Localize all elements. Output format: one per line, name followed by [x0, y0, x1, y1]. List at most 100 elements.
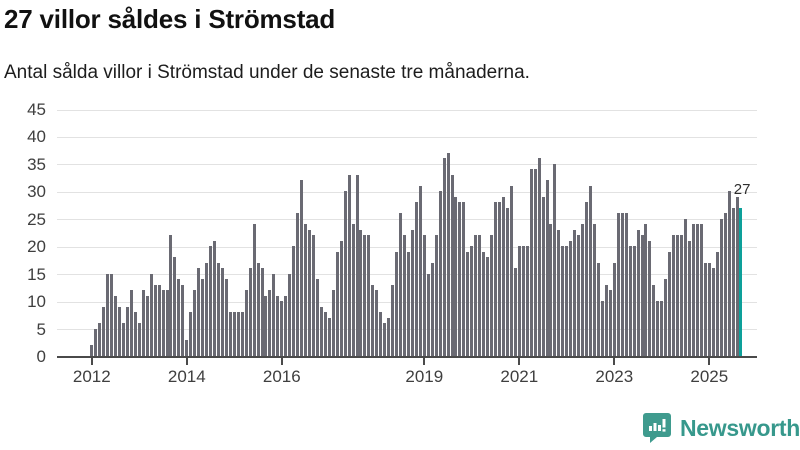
bar	[339, 240, 343, 356]
bar	[715, 251, 719, 356]
y-axis-tick-label: 0	[36, 347, 46, 366]
bar	[268, 290, 272, 356]
bar	[612, 262, 616, 356]
bar	[240, 312, 244, 356]
bar	[426, 273, 430, 356]
bar	[513, 268, 517, 356]
highlighted-bar	[739, 207, 743, 356]
bar	[616, 213, 620, 356]
bar	[703, 262, 707, 356]
bar	[454, 196, 458, 356]
bar	[94, 328, 98, 356]
bar	[478, 235, 482, 356]
bar	[545, 180, 549, 356]
bar	[731, 207, 735, 356]
bar	[691, 224, 695, 356]
y-axis-tick-label: 35	[27, 154, 46, 174]
bar	[723, 213, 727, 356]
y-axis-tick-label: 10	[27, 292, 46, 312]
bar	[695, 224, 699, 356]
bar	[521, 246, 525, 356]
bar	[98, 323, 102, 356]
bar	[387, 317, 391, 356]
gridline	[57, 164, 757, 166]
bar	[640, 235, 644, 356]
newsworthy-logo: Newsworthy	[642, 412, 800, 444]
bar	[422, 235, 426, 356]
bar	[137, 323, 141, 356]
bar	[688, 240, 692, 356]
bar	[399, 213, 403, 356]
chart-subtitle: Antal sålda villor i Strömstad under de …	[4, 62, 530, 83]
bar	[315, 279, 319, 356]
bar	[644, 224, 648, 356]
bar	[430, 262, 434, 356]
bar	[355, 174, 359, 356]
bar	[620, 213, 624, 356]
bar	[486, 257, 490, 356]
bar	[114, 295, 118, 356]
bar	[501, 196, 505, 356]
x-axis-tick-label: 2016	[262, 367, 301, 386]
bar	[248, 268, 252, 356]
bar	[252, 224, 256, 356]
bar	[177, 279, 181, 356]
bar	[593, 224, 597, 356]
bar	[379, 312, 383, 356]
gridline	[57, 136, 757, 138]
y-axis-tick-label: 30	[27, 182, 46, 202]
x-axis-tick-label: 2025	[690, 367, 729, 386]
bar	[347, 174, 351, 356]
bar	[707, 262, 711, 356]
x-axis-line	[57, 356, 757, 358]
bar	[636, 229, 640, 356]
bar	[561, 246, 565, 356]
bar	[505, 207, 509, 356]
bar	[442, 158, 446, 356]
bar	[157, 284, 161, 356]
bar	[375, 290, 379, 356]
bar	[133, 312, 137, 356]
bar	[553, 163, 557, 356]
bar	[664, 279, 668, 356]
bar	[596, 262, 600, 356]
bar	[585, 202, 589, 356]
bar	[541, 196, 545, 356]
bar	[165, 290, 169, 356]
gridline	[57, 109, 757, 111]
bar	[711, 268, 715, 356]
bar	[628, 246, 632, 356]
bar	[589, 185, 593, 356]
bar	[624, 213, 628, 356]
bar	[121, 323, 125, 356]
bar	[141, 290, 145, 356]
bar	[719, 218, 723, 356]
bar	[462, 202, 466, 356]
bar	[327, 317, 331, 356]
bar	[351, 224, 355, 356]
x-axis-tick	[518, 358, 521, 365]
bar	[383, 323, 387, 356]
bar	[363, 235, 367, 356]
bar	[466, 251, 470, 356]
bar	[494, 202, 498, 356]
bar	[434, 235, 438, 356]
x-axis-tick	[423, 358, 426, 365]
bar	[197, 268, 201, 356]
bar	[90, 345, 94, 356]
bar	[482, 251, 486, 356]
bar	[224, 279, 228, 356]
y-axis-tick-label: 40	[27, 127, 46, 147]
bar	[304, 224, 308, 356]
bar	[292, 246, 296, 356]
bar	[280, 301, 284, 356]
y-axis-tick-label: 15	[27, 264, 46, 284]
bar	[220, 268, 224, 356]
bar	[565, 246, 569, 356]
bar	[169, 235, 173, 356]
bar	[498, 202, 502, 356]
bar	[161, 290, 165, 356]
bar	[129, 290, 133, 356]
bar	[110, 273, 114, 356]
bar	[145, 295, 149, 356]
